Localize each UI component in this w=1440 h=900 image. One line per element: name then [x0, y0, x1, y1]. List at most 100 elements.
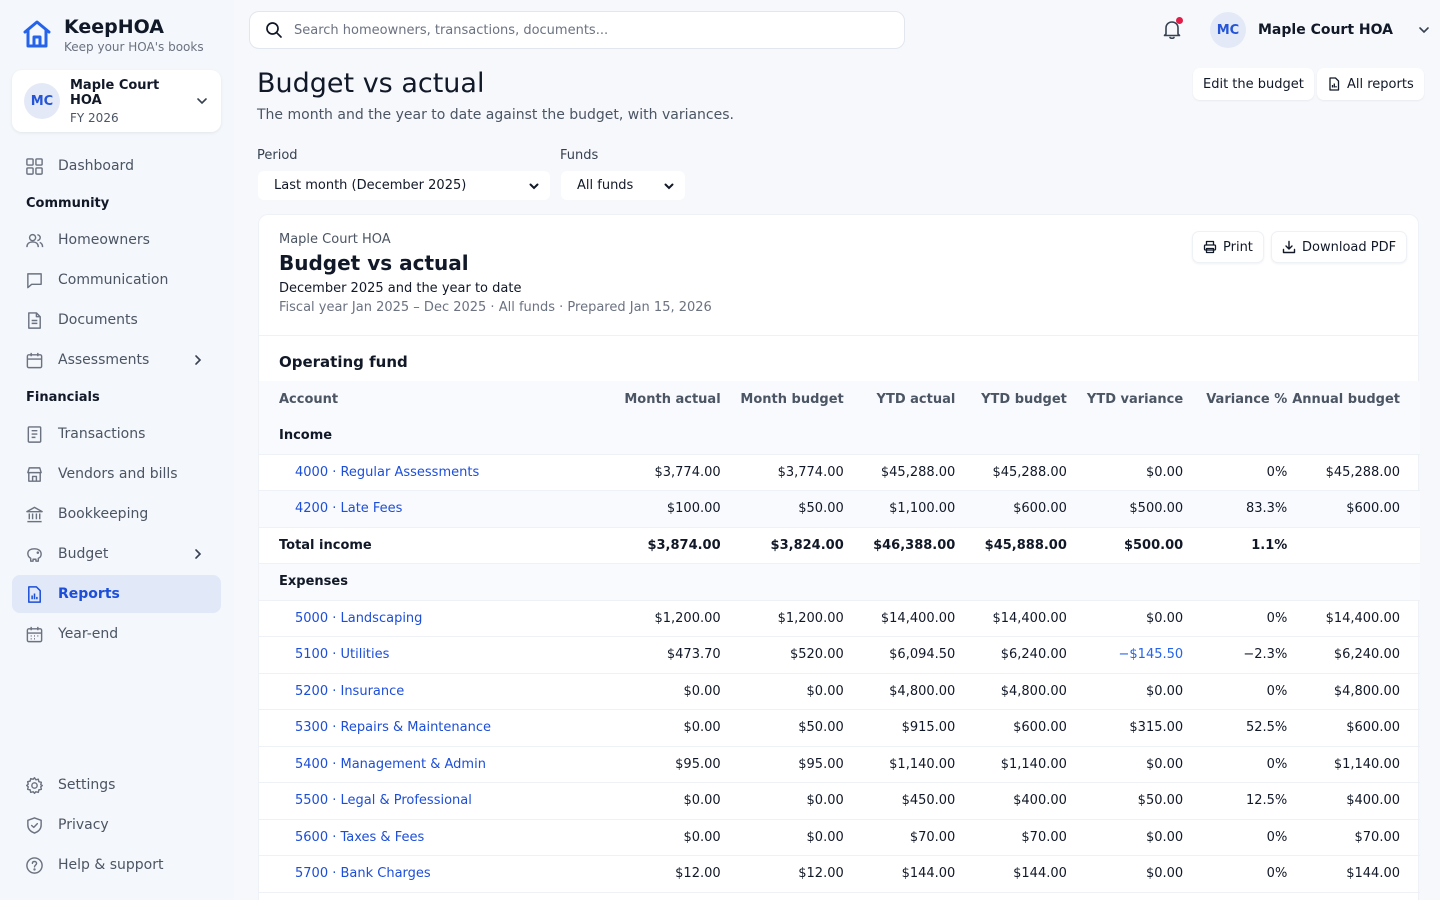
shield-icon [27, 816, 42, 834]
table-cell: 12.5% [1183, 782, 1288, 820]
house-logo-icon [23, 20, 51, 48]
chevron-right-icon [195, 549, 202, 559]
report-meta: Fiscal year Jan 2025 – Dec 2025 · All fu… [279, 300, 712, 315]
sidebar-item-privacy[interactable]: Privacy [12, 806, 221, 844]
table-cell: 0% [1183, 746, 1288, 783]
table-cell: $144.00 [1287, 855, 1420, 893]
user-menu[interactable]: MC Maple Court HOA [1210, 12, 1431, 48]
sidebar-item-year-end[interactable]: Year-end [12, 615, 221, 653]
org-switcher[interactable]: MC Maple Court HOA FY 2026 [12, 70, 221, 132]
table-cell: $500.00 [1066, 527, 1184, 564]
table-cell: $144.00 [955, 855, 1067, 893]
table-cell: $50.00 [720, 709, 844, 747]
account-link[interactable]: 5500 · Legal & Professional [295, 793, 472, 809]
table-cell: $1,200.00 [720, 600, 844, 637]
budget-table: Account Month actual Month budget YTD ac… [259, 381, 1420, 893]
user-name: Maple Court HOA [1258, 22, 1393, 38]
funds-select[interactable]: All funds [561, 171, 685, 200]
table-cell: $1,140.00 [843, 746, 956, 783]
sidebar-item-budget[interactable]: Budget [12, 535, 221, 573]
table-cell: $4,800.00 [843, 673, 956, 710]
table-cell: 1.1% [1183, 527, 1288, 564]
table-cell: $0.00 [720, 782, 844, 820]
table-cell: $1,200.00 [600, 600, 721, 637]
table-cell: $46,388.00 [843, 527, 956, 564]
brand-tagline: Keep your HOA's books [64, 40, 204, 54]
document-icon [28, 311, 41, 329]
chevron-down-icon [197, 98, 207, 105]
org-name: Maple Court HOA [70, 77, 160, 108]
table-header-row: Account Month actual Month budget YTD ac… [259, 381, 1420, 418]
chevron-down-icon [664, 183, 674, 189]
account-link[interactable]: 5600 · Taxes & Fees [295, 829, 425, 845]
org-fiscal-year: FY 2026 [70, 110, 119, 125]
table-cell: $0.00 [600, 782, 721, 820]
account-link[interactable]: 4000 · Regular Assessments [295, 464, 480, 480]
print-button[interactable]: Print [1192, 231, 1264, 263]
account-link[interactable]: 4200 · Late Fees [295, 501, 403, 517]
sidebar-item-assessments[interactable]: Assessments [12, 341, 221, 379]
table-row: 5200 · Insurance $0.00 $0.00 $4,800.00 $… [259, 673, 1420, 710]
period-select[interactable]: Last month (December 2025) [258, 171, 550, 200]
table-cell: $3,774.00 [600, 454, 721, 491]
account-link[interactable]: 5300 · Repairs & Maintenance [295, 720, 491, 736]
column-header: Annual budget [1287, 381, 1420, 418]
table-cell: $600.00 [1287, 709, 1420, 747]
table-row: 5700 · Bank Charges $12.00 $12.00 $144.0… [259, 855, 1420, 893]
table-cell: $14,400.00 [1287, 600, 1420, 637]
account-link[interactable]: 5200 · Insurance [295, 683, 405, 699]
sidebar-item-label: Communication [58, 272, 169, 288]
table-cell [1287, 527, 1420, 564]
sidebar: KeepHOA Keep your HOA's books MC Maple C… [0, 0, 234, 900]
table-cell: $3,824.00 [720, 527, 844, 564]
table-cell: $45,288.00 [843, 454, 956, 491]
brand-name: KeepHOA [64, 16, 165, 38]
account-link[interactable]: 5400 · Management & Admin [295, 756, 486, 772]
sidebar-item-settings[interactable]: Settings [12, 766, 221, 804]
sidebar-item-label: Assessments [58, 352, 150, 368]
table-cell: $0.00 [720, 819, 844, 856]
people-icon [26, 233, 44, 247]
user-avatar: MC [1210, 12, 1246, 48]
sidebar-item-transactions[interactable]: Transactions [12, 415, 221, 453]
account-link[interactable]: 5700 · Bank Charges [295, 866, 431, 882]
table-cell: $50.00 [1066, 782, 1184, 820]
table-cell: $0.00 [600, 709, 721, 747]
table-cell: $45,288.00 [955, 454, 1067, 491]
sidebar-item-homeowners[interactable]: Homeowners [12, 221, 221, 259]
sidebar-item-documents[interactable]: Documents [12, 301, 221, 339]
table-cell: $315.00 [1066, 709, 1184, 747]
download-pdf-button[interactable]: Download PDF [1271, 231, 1408, 263]
sidebar-item-help[interactable]: Help & support [12, 846, 221, 884]
global-search[interactable] [249, 11, 905, 49]
table-cell: $0.00 [720, 673, 844, 710]
sidebar-item-communication[interactable]: Communication [12, 261, 221, 299]
table-cell: $0.00 [1066, 600, 1184, 637]
account-link[interactable]: 5000 · Landscaping [295, 610, 423, 626]
report-org: Maple Court HOA [279, 232, 391, 247]
table-row: 5300 · Repairs & Maintenance $0.00 $50.0… [259, 709, 1420, 747]
sidebar-item-label: Reports [58, 586, 120, 602]
table-cell: 0% [1183, 673, 1288, 710]
sidebar-item-label: Homeowners [58, 232, 150, 248]
table-cell: $0.00 [1066, 673, 1184, 710]
sidebar-item-dashboard[interactable]: Dashboard [12, 147, 221, 185]
table-cell: $500.00 [1066, 490, 1184, 528]
brand[interactable]: KeepHOA Keep your HOA's books [21, 16, 204, 54]
sidebar-item-label: Dashboard [58, 158, 134, 174]
period-value: Last month (December 2025) [274, 178, 467, 193]
sidebar-item-reports[interactable]: Reports [12, 575, 221, 613]
sidebar-nav: Dashboard Community Homeowners Communica… [12, 147, 221, 655]
edit-budget-button[interactable]: Edit the budget [1193, 68, 1314, 100]
column-header: Variance % [1183, 381, 1288, 418]
sidebar-item-bookkeeping[interactable]: Bookkeeping [12, 495, 221, 533]
period-label: Period [257, 148, 298, 163]
account-link[interactable]: 5100 · Utilities [295, 647, 390, 663]
all-reports-button[interactable]: All reports [1317, 68, 1424, 100]
search-input[interactable] [294, 22, 874, 38]
sidebar-item-label: Vendors and bills [58, 466, 178, 482]
table-cell: $100.00 [600, 490, 721, 528]
page-title: Budget vs actual [257, 68, 485, 99]
sidebar-item-vendors[interactable]: Vendors and bills [12, 455, 221, 493]
notifications-button[interactable] [1160, 17, 1184, 41]
